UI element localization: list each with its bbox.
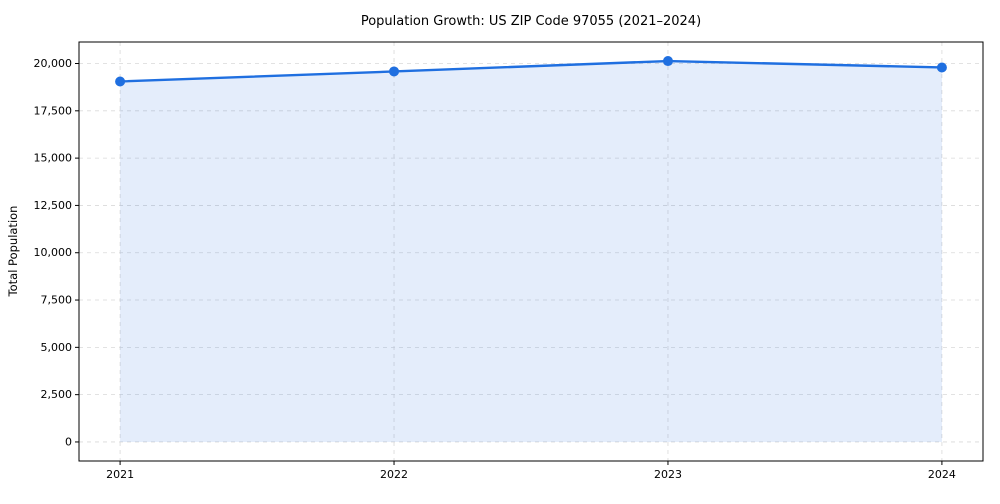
y-tick-label: 20,000 [34, 57, 73, 70]
marker-layer [115, 56, 947, 87]
plot-frame [78, 41, 984, 462]
x-tick-label: 2023 [654, 468, 682, 481]
tick-layer: 0 2,500 5,000 7,500 10,000 12,500 15,000 17,500… [34, 57, 956, 481]
y-tick-label: 7,500 [41, 294, 73, 307]
area-fill-layer [120, 61, 942, 442]
grid-layer [79, 42, 983, 461]
chart-title: Population Growth: US ZIP Code 97055 (20… [361, 14, 701, 29]
data-point-marker [662, 56, 673, 67]
y-tick-label: 12,500 [34, 199, 73, 212]
x-tick-label: 2022 [380, 468, 408, 481]
data-point-marker [389, 66, 400, 77]
area-fill [120, 61, 942, 442]
data-point-marker [115, 76, 126, 87]
data-point-marker [936, 62, 947, 73]
y-tick-label: 5,000 [41, 341, 73, 354]
y-axis-label: Total Population [6, 206, 20, 298]
series-line [118, 59, 944, 83]
y-tick-label: 10,000 [34, 246, 73, 259]
x-tick-label: 2021 [106, 468, 134, 481]
line-series-layer [118, 59, 944, 83]
y-tick-label: 15,000 [34, 152, 73, 165]
y-tick-label: 0 [65, 435, 72, 448]
y-tick-label: 17,500 [34, 104, 73, 117]
x-tick-label: 2024 [928, 468, 956, 481]
y-tick-label: 2,500 [41, 388, 73, 401]
